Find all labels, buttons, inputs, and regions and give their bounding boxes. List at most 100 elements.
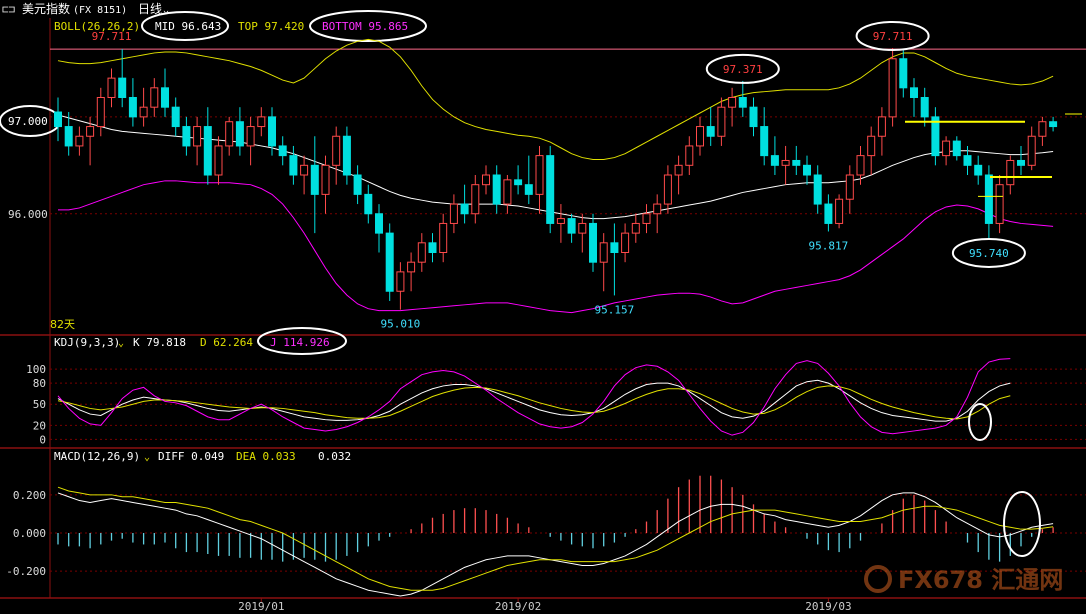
candle-up bbox=[599, 242, 608, 263]
boll-mid-value: MID 96.643 bbox=[155, 20, 221, 33]
candle-down bbox=[342, 135, 351, 176]
bottom-highlight-ellipse bbox=[309, 10, 427, 42]
candle-down bbox=[375, 213, 383, 234]
cross-highlight-ellipse bbox=[1003, 491, 1041, 557]
x-tick-label: 2019/03 bbox=[805, 600, 851, 613]
candle-up bbox=[449, 203, 458, 224]
candle-up bbox=[150, 87, 159, 108]
candle-up bbox=[631, 222, 640, 234]
candle-up bbox=[139, 106, 148, 118]
macd-dea-line bbox=[57, 486, 1054, 591]
candle-down bbox=[514, 179, 523, 186]
candle-up bbox=[781, 159, 790, 166]
y-tick-label: 100 bbox=[26, 363, 46, 376]
chevron-down-icon[interactable]: ⌄ bbox=[144, 452, 150, 463]
macd-diff-line bbox=[57, 492, 1054, 597]
candle-down bbox=[910, 87, 918, 98]
candle-up bbox=[835, 198, 844, 224]
boll-top-value: TOP 97.420 bbox=[238, 20, 304, 33]
mid-highlight-ellipse bbox=[141, 11, 229, 41]
macd-plot bbox=[50, 475, 1086, 597]
candle-down bbox=[492, 174, 501, 205]
candle-up bbox=[75, 135, 84, 147]
candle-down bbox=[899, 58, 908, 89]
candle-down bbox=[567, 218, 576, 234]
candle-up bbox=[417, 242, 426, 263]
kdj-k-value: K 79.818 bbox=[133, 336, 186, 349]
price-annotation: 95.740 bbox=[969, 247, 1009, 260]
back-forward-icon[interactable]: ⊏⊐ bbox=[2, 3, 15, 16]
chevron-down-icon[interactable]: ⌄ bbox=[118, 338, 124, 349]
candle-down bbox=[428, 242, 437, 253]
j-highlight-ellipse bbox=[257, 327, 347, 355]
candle-up bbox=[300, 164, 309, 176]
candle-up bbox=[482, 174, 490, 186]
candle-down bbox=[824, 203, 833, 224]
candle-down bbox=[460, 203, 469, 215]
kdj-plot bbox=[50, 358, 1086, 441]
candle-up bbox=[193, 126, 202, 147]
candle-up bbox=[696, 126, 704, 147]
x-tick-label: 2019/01 bbox=[238, 600, 284, 613]
kdj-legend: KDJ(9,3,3) ⌄ K 79.818 D 62.264 J 114.926 bbox=[54, 327, 347, 355]
y-tick-label: 80 bbox=[33, 377, 46, 390]
candle-down bbox=[54, 111, 62, 128]
candle-down bbox=[1017, 159, 1025, 166]
annotations: 97.711 95.010 95.157 97.371 95.817 97.711 95.7… bbox=[92, 20, 1026, 331]
y-tick-label: 0 bbox=[39, 433, 46, 446]
boll-label: BOLL(26,26,2) bbox=[54, 20, 140, 33]
watermark: FX678 汇通网 bbox=[864, 565, 1063, 594]
instrument-code: (FX 8151) bbox=[73, 5, 127, 16]
kdj-j-line bbox=[57, 358, 1011, 436]
candle-down bbox=[1049, 121, 1058, 128]
y-tick-label: -0.200 bbox=[6, 565, 46, 578]
candle-up bbox=[96, 97, 105, 128]
candle-down bbox=[268, 116, 276, 147]
boll-top-line bbox=[57, 38, 1054, 160]
candle-up bbox=[107, 77, 116, 98]
y-tick-label: 0.200 bbox=[13, 489, 46, 502]
cross-highlight-ellipse bbox=[968, 403, 992, 441]
candle-down bbox=[813, 174, 822, 205]
period-selector[interactable]: 日线 bbox=[138, 2, 162, 16]
candle-up bbox=[674, 164, 683, 176]
candle-down bbox=[289, 155, 298, 176]
candle-down bbox=[203, 126, 212, 176]
candle-down bbox=[235, 121, 244, 147]
chevron-down-icon[interactable]: ⌄ bbox=[163, 5, 169, 16]
candle-up bbox=[439, 222, 448, 253]
candle-up bbox=[225, 121, 234, 147]
boll-plot bbox=[50, 38, 1086, 314]
macd-hist-value: 0.032 bbox=[318, 450, 351, 463]
boll-bottom-line bbox=[58, 180, 1054, 314]
macd-legend: MACD(12,26,9) ⌄ DIFF 0.049 DEA 0.033 0.0… bbox=[54, 450, 351, 463]
candle-up bbox=[728, 97, 737, 108]
candle-down bbox=[974, 164, 983, 176]
y-tick-label: 0.000 bbox=[13, 527, 46, 540]
candle-down bbox=[749, 106, 758, 128]
candle-up bbox=[332, 135, 341, 166]
candle-up bbox=[877, 116, 886, 137]
candle-down bbox=[364, 193, 373, 215]
candle-down bbox=[182, 126, 191, 147]
candle-up bbox=[86, 126, 95, 137]
candle-down bbox=[128, 97, 137, 118]
candle-up bbox=[246, 126, 255, 147]
kdj-d-line bbox=[57, 385, 1011, 420]
candle-down bbox=[546, 155, 555, 224]
kdj-k-line bbox=[57, 379, 1011, 422]
price-annotation: 95.157 bbox=[595, 303, 635, 316]
candle-up bbox=[663, 174, 672, 205]
candle-up bbox=[942, 140, 951, 157]
candle-up bbox=[257, 116, 266, 128]
macd-dea-value: DEA 0.033 bbox=[236, 450, 296, 463]
kdj-j-value: J 114.926 bbox=[270, 336, 330, 349]
candle-down bbox=[963, 155, 972, 166]
candle-up bbox=[845, 174, 854, 200]
price-annotation: 95.817 bbox=[809, 239, 849, 252]
y-tick-label: 50 bbox=[33, 398, 46, 411]
candle-up bbox=[396, 271, 405, 292]
candle-up bbox=[995, 184, 1004, 224]
chart-header: ⊏⊐ 美元指数 (FX 8151) 日线 ⌄ bbox=[2, 1, 169, 16]
